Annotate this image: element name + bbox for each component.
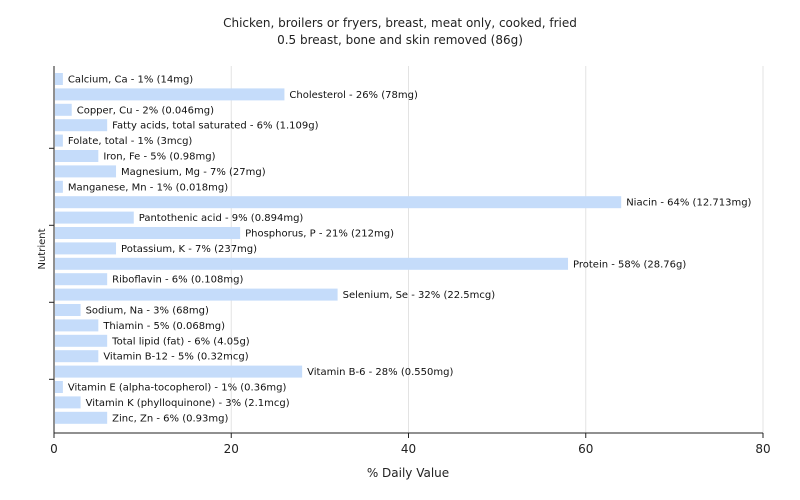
bar-label: Manganese, Mn - 1% (0.018mg) (68, 182, 228, 193)
bar (55, 350, 99, 363)
bar-label: Vitamin K (phylloquinone) - 3% (2.1mcg) (86, 398, 290, 409)
bar (55, 304, 81, 316)
bar-label: Thiamin - 5% (0.068mg) (102, 321, 225, 332)
bar-label: Fatty acids, total saturated - 6% (1.109… (112, 121, 318, 132)
bar (55, 211, 134, 224)
x-tick-label: 40 (401, 442, 416, 456)
bar (55, 396, 81, 409)
bar-label: Folate, total - 1% (3mcg) (68, 136, 193, 147)
bar (55, 180, 63, 193)
bar-label: Selenium, Se - 32% (22.5mcg) (343, 290, 496, 301)
x-tick-label: 20 (224, 442, 239, 456)
bar-label: Iron, Fe - 5% (0.98mg) (103, 152, 215, 163)
bars-group (55, 73, 622, 424)
bar-label: Riboflavin - 6% (0.108mg) (112, 275, 243, 286)
bar-label: Calcium, Ca - 1% (14mg) (68, 75, 193, 86)
bar (55, 257, 569, 270)
bar (55, 134, 63, 147)
bar (55, 165, 117, 178)
bar-label: Phosphorus, P - 21% (212mg) (245, 229, 394, 240)
bar-label: Protein - 58% (28.76g) (573, 259, 686, 270)
bar (55, 288, 338, 301)
bar-label: Total lipid (fat) - 6% (4.05g) (111, 336, 250, 347)
bar-label: Potassium, K - 7% (237mg) (121, 244, 257, 255)
x-tick-label: 60 (578, 442, 593, 456)
bar-label: Vitamin B-12 - 5% (0.32mcg) (103, 352, 248, 363)
bar (55, 119, 108, 132)
x-tick-label: 0 (50, 442, 58, 456)
bar-label: Copper, Cu - 2% (0.046mg) (77, 105, 214, 116)
bar-label: Vitamin E (alpha-tocopherol) - 1% (0.36m… (68, 383, 287, 394)
chart-subtitle: 0.5 breast, bone and skin removed (86g) (277, 33, 523, 47)
bar-label: Pantothenic acid - 9% (0.894mg) (139, 213, 304, 224)
bar (55, 411, 108, 424)
bar-label: Cholesterol - 26% (78mg) (289, 90, 418, 101)
x-axis-title: % Daily Value (367, 466, 449, 480)
bar-label: Niacin - 64% (12.713mg) (626, 198, 751, 209)
bar (55, 88, 285, 101)
bar-labels-group: Calcium, Ca - 1% (14mg) Cholesterol - 26%… (68, 75, 752, 425)
bar (55, 381, 63, 393)
x-tick-label: 80 (755, 442, 770, 456)
bar (55, 319, 99, 332)
bar (55, 365, 303, 378)
bar-label: Zinc, Zn - 6% (0.93mg) (112, 413, 228, 424)
bar-label: Vitamin B-6 - 28% (0.550mg) (307, 367, 453, 378)
y-axis-title: Nutrient (37, 228, 48, 269)
bar (55, 334, 108, 347)
bar (55, 103, 72, 116)
bar (55, 242, 117, 255)
chart-title: Chicken, broilers or fryers, breast, mea… (223, 16, 577, 30)
axes-group: 0 20 40 60 80 (49, 66, 771, 456)
bar (55, 73, 63, 85)
bar (55, 150, 99, 162)
bar-label: Sodium, Na - 3% (68mg) (86, 306, 209, 317)
bar-label: Magnesium, Mg - 7% (27mg) (121, 167, 266, 178)
bar (55, 196, 622, 209)
bar (55, 273, 108, 286)
bar (55, 227, 241, 239)
